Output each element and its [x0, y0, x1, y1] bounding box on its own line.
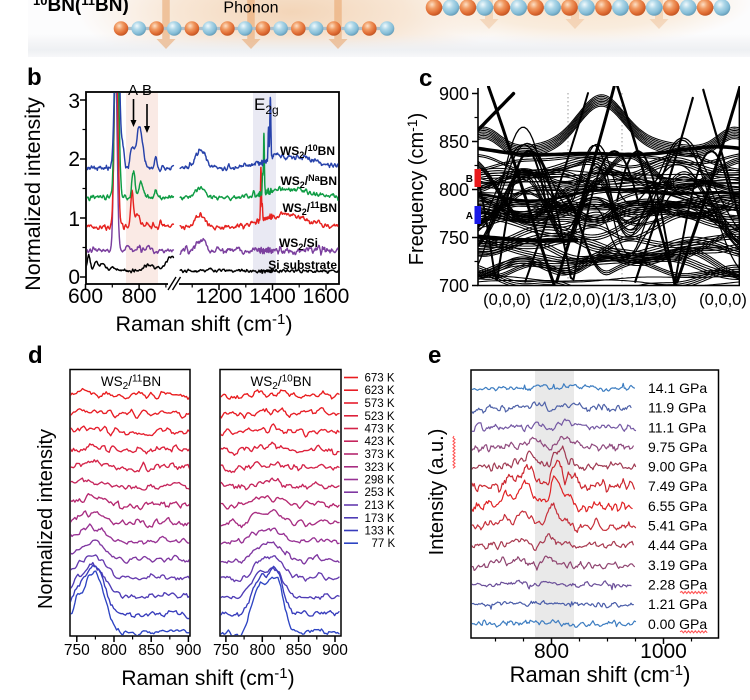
svg-text:WS2/NaBN: WS2/NaBN [280, 173, 337, 190]
svg-text:1000: 1000 [640, 640, 687, 663]
svg-text:Intensity (a.u.): Intensity (a.u.) [426, 429, 448, 556]
svg-text:800: 800 [249, 642, 275, 659]
svg-text:623 K: 623 K [365, 385, 395, 397]
svg-text:Normalized intensity: Normalized intensity [35, 429, 57, 609]
svg-text:11.9 GPa: 11.9 GPa [648, 400, 706, 416]
svg-text:2.28 GPa: 2.28 GPa [648, 577, 707, 593]
svg-text:850: 850 [138, 642, 164, 659]
svg-text:0.00 GPa: 0.00 GPa [648, 616, 707, 632]
svg-text:1600: 1600 [303, 285, 350, 308]
svg-text:323 K: 323 K [365, 462, 395, 474]
svg-text:WS2/10BN: WS2/10BN [280, 143, 335, 160]
svg-text:900: 900 [322, 642, 348, 659]
svg-text:750: 750 [213, 642, 239, 659]
svg-text:573 K: 573 K [365, 398, 395, 410]
svg-text:WS2/10BN: WS2/10BN [251, 374, 312, 393]
svg-text:9.75 GPa: 9.75 GPa [648, 439, 707, 455]
svg-text:e: e [428, 342, 441, 369]
svg-text:B: B [466, 174, 473, 185]
svg-text:850: 850 [439, 132, 469, 152]
svg-text:Frequency (cm-1): Frequency (cm-1) [404, 113, 428, 266]
svg-text:WS2/11BN: WS2/11BN [282, 200, 337, 217]
svg-text:523 K: 523 K [365, 411, 395, 423]
svg-text:1.21 GPa: 1.21 GPa [648, 596, 707, 612]
svg-text:673 K: 673 K [365, 373, 395, 385]
svg-text:373 K: 373 K [365, 449, 395, 461]
svg-text:900: 900 [175, 642, 201, 659]
svg-text:4.44 GPa: 4.44 GPa [648, 537, 707, 553]
svg-text:9.00 GPa: 9.00 GPa [648, 459, 707, 475]
svg-text:(1/3,1/3,0): (1/3,1/3,0) [601, 291, 676, 309]
svg-text:213 K: 213 K [365, 500, 395, 512]
svg-text:1: 1 [68, 208, 80, 231]
svg-text:850: 850 [286, 642, 312, 659]
svg-text:700: 700 [439, 276, 469, 296]
svg-text:173 K: 173 K [365, 513, 395, 525]
svg-text:750: 750 [64, 642, 90, 659]
svg-text:750: 750 [439, 228, 469, 248]
svg-text:Normalized intensity: Normalized intensity [21, 97, 45, 291]
svg-text:Phonon: Phonon [223, 0, 278, 17]
svg-text:7.49 GPa: 7.49 GPa [648, 478, 707, 494]
svg-text:3.19 GPa: 3.19 GPa [648, 557, 707, 573]
svg-text:(0,0,0): (0,0,0) [699, 291, 747, 309]
svg-text:253 K: 253 K [365, 487, 395, 499]
svg-text:c: c [419, 65, 432, 92]
svg-text:77 K: 77 K [372, 538, 396, 550]
svg-text:900: 900 [439, 84, 469, 104]
svg-text:Raman shift (cm-1): Raman shift (cm-1) [115, 311, 292, 336]
svg-text:133 K: 133 K [365, 526, 395, 538]
svg-text:d: d [28, 342, 43, 369]
svg-text:2: 2 [68, 148, 80, 171]
svg-text:800: 800 [534, 640, 569, 663]
svg-text:423 K: 423 K [365, 436, 395, 448]
svg-text:3: 3 [68, 90, 80, 113]
svg-text:473 K: 473 K [365, 424, 395, 436]
svg-text:A: A [466, 211, 473, 222]
svg-text:600: 600 [68, 285, 103, 308]
svg-text:(1/2,0,0): (1/2,0,0) [539, 291, 600, 309]
svg-text:800: 800 [101, 642, 127, 659]
svg-text:10BN(11BN): 10BN(11BN) [33, 0, 129, 16]
svg-text:14.1 GPa: 14.1 GPa [648, 380, 707, 396]
svg-text:800: 800 [122, 285, 157, 308]
svg-text:A: A [128, 82, 138, 99]
svg-text:800: 800 [439, 180, 469, 200]
svg-text:6.55 GPa: 6.55 GPa [648, 498, 707, 514]
svg-text:1200: 1200 [196, 285, 243, 308]
svg-text:WS2/11BN: WS2/11BN [101, 374, 161, 393]
svg-text:Raman shift (cm-1): Raman shift (cm-1) [510, 662, 691, 687]
svg-text:Raman shift (cm-1): Raman shift (cm-1) [121, 665, 294, 690]
svg-text:5.41 GPa: 5.41 GPa [648, 518, 707, 534]
svg-text:0: 0 [68, 266, 80, 289]
svg-text:b: b [27, 64, 42, 91]
svg-text:Si substrate: Si substrate [268, 258, 337, 272]
svg-text:298 K: 298 K [365, 475, 395, 487]
svg-text:11.1 GPa: 11.1 GPa [648, 419, 706, 435]
svg-text:B: B [142, 82, 152, 99]
svg-text:(0,0,0): (0,0,0) [483, 291, 531, 309]
svg-text:1400: 1400 [249, 285, 296, 308]
svg-text:WS2/Si: WS2/Si [279, 236, 318, 252]
